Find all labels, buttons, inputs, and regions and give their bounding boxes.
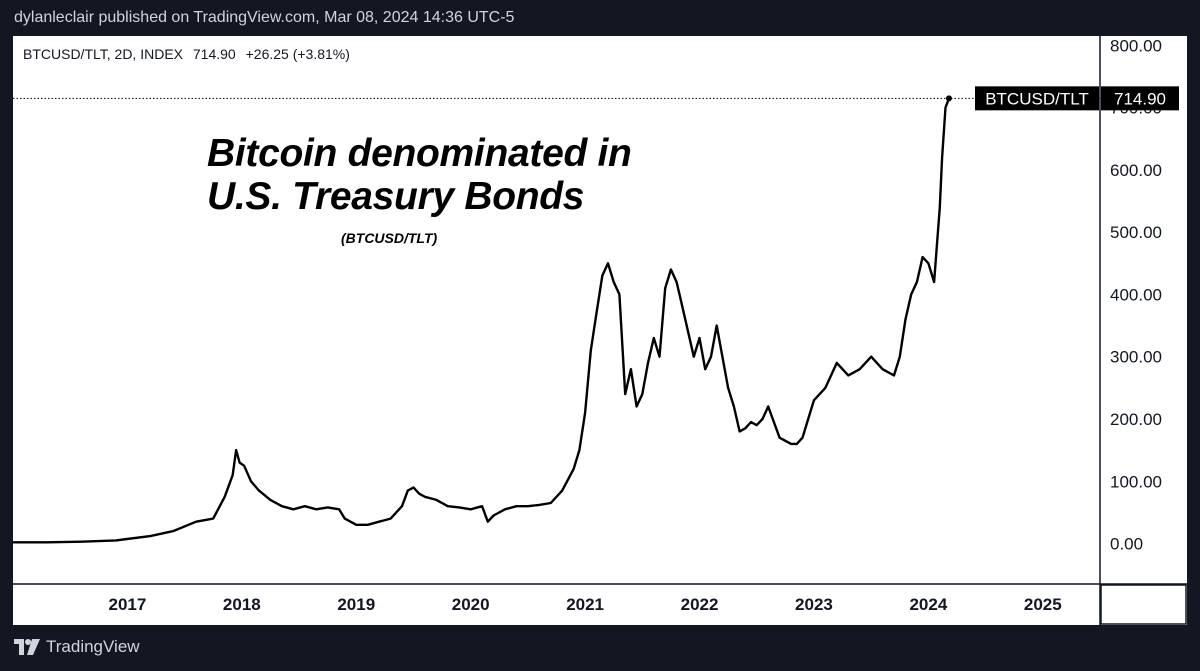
- y-tick-label-6: 600.00: [1110, 161, 1162, 180]
- tradingview-logo[interactable]: TradingView: [14, 637, 140, 657]
- price-tag-label-box: [975, 86, 1099, 111]
- tradingview-logo-text: TradingView: [46, 637, 140, 656]
- publish-header: dylanleclair published on TradingView.co…: [14, 9, 515, 26]
- x-tick-label-7: 2024: [909, 595, 947, 614]
- y-tick-label-3: 300.00: [1110, 348, 1162, 367]
- y-tick-label-0: 0.00: [1110, 535, 1143, 554]
- chart-frame: 0.00 100.00 200.00 300.00 400.00 500.00 600.00…: [13, 36, 1187, 625]
- legend-symbol: BTCUSD/TLT, 2D, INDEX: [23, 46, 183, 62]
- annotation-title-line-2: U.S. Treasury Bonds: [207, 175, 585, 218]
- x-tick-label-6: 2023: [795, 595, 833, 614]
- x-tick-label-2: 2019: [337, 595, 375, 614]
- footer: TradingView: [0, 625, 1200, 671]
- last-value-marker: [945, 95, 952, 102]
- price-tag-label: BTCUSD/TLT: [985, 89, 1089, 108]
- series-line: [13, 97, 951, 544]
- symbol-legend: BTCUSD/TLT, 2D, INDEX 714.90 +26.25 (+3.…: [23, 46, 356, 62]
- y-tick-label-1: 100.00: [1110, 472, 1162, 491]
- y-tick-label-8: 800.00: [1110, 36, 1162, 55]
- axis-corner-box: [1100, 584, 1187, 625]
- x-tick-label-1: 2018: [223, 595, 261, 614]
- annotation-title-line-1: Bitcoin denominated in: [207, 132, 632, 175]
- tradingview-logo-icon: [14, 639, 40, 655]
- y-tick-label-2: 200.00: [1110, 410, 1162, 429]
- legend-change: +26.25 (+3.81%): [245, 46, 350, 62]
- annotation-title: Bitcoin denominated in U.S. Treasury Bon…: [207, 132, 632, 218]
- y-tick-label-4: 400.00: [1110, 285, 1162, 304]
- x-tick-label-0: 2017: [109, 595, 147, 614]
- x-tick-label-8: 2025: [1024, 595, 1062, 614]
- legend-last: 714.90: [192, 46, 236, 62]
- x-tick-label-3: 2020: [452, 595, 490, 614]
- y-tick-label-5: 500.00: [1110, 223, 1162, 242]
- price-tag-value: 714.90: [1114, 89, 1166, 108]
- x-tick-label-4: 2021: [566, 595, 604, 614]
- x-tick-label-5: 2022: [681, 595, 719, 614]
- annotation-subtitle: (BTCUSD/TLT): [341, 230, 438, 246]
- chart: 0.00 100.00 200.00 300.00 400.00 500.00 600.00…: [13, 36, 1187, 625]
- price-tag-value-box: [1101, 86, 1179, 111]
